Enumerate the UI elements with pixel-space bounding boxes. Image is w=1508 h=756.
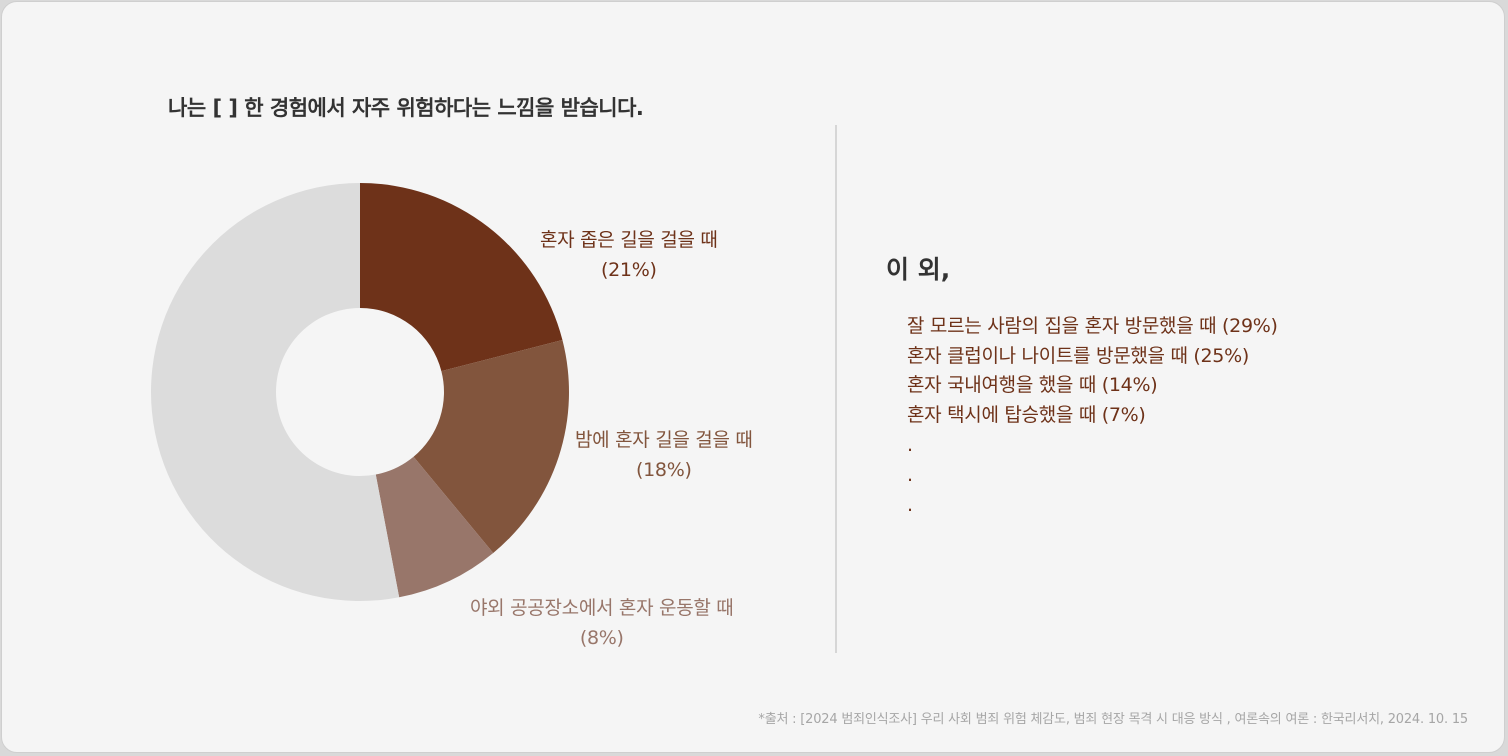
others-list: 잘 모르는 사람의 집을 혼자 방문했을 때 (29%) 혼자 클럽이나 나이트… (907, 312, 1278, 520)
slice-label-night-walk: 밤에 혼자 길을 걸을 때 (18%) (575, 425, 753, 485)
slice-outdoor-exercise (375, 456, 494, 598)
slice-night-walk (413, 340, 569, 554)
slice-label-percent: (8%) (579, 627, 624, 649)
slice-label-text: 야외 공공장소에서 혼자 운동할 때 (470, 597, 734, 619)
vertical-divider (835, 125, 837, 653)
slice-label-text: 밤에 혼자 길을 걸을 때 (575, 429, 753, 451)
others-title: 이 외, (886, 255, 951, 284)
others-item: 혼자 국내여행을 했을 때 (14%) (907, 374, 1158, 396)
slice-rest (151, 183, 400, 601)
slice-label-outdoor-exercise: 야외 공공장소에서 혼자 운동할 때 (8%) (470, 593, 734, 653)
ellipsis-dot: . (907, 494, 913, 516)
slice-label-percent: (21%) (601, 259, 657, 281)
slice-label-narrow-road: 혼자 좁은 길을 걸을 때 (21%) (540, 225, 718, 285)
donut-chart (151, 183, 569, 601)
others-item: 혼자 클럽이나 나이트를 방문했을 때 (25%) (907, 344, 1249, 367)
slice-label-text: 혼자 좁은 길을 걸을 때 (540, 229, 718, 251)
others-item: 혼자 택시에 탑승했을 때 (7%) (907, 403, 1146, 426)
source-citation: *출처 : [2024 범죄인식조사] 우리 사회 범죄 위험 체감도, 범죄 … (758, 712, 1468, 727)
ellipsis-dot: . (907, 434, 913, 456)
chart-title: 나는 [ ] 한 경험에서 자주 위험하다는 느낌을 받습니다. (168, 96, 644, 120)
slice-label-percent: (18%) (636, 459, 692, 481)
others-item: 잘 모르는 사람의 집을 혼자 방문했을 때 (29%) (907, 315, 1278, 337)
ellipsis-dot: . (907, 464, 913, 486)
slice-narrow-road (360, 183, 563, 372)
